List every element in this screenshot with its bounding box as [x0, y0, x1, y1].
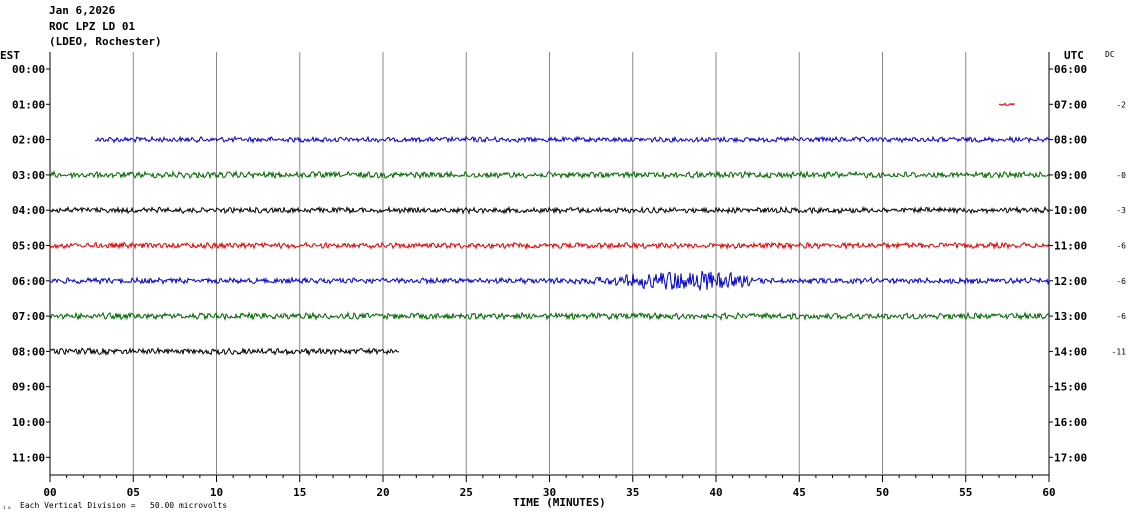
trace-row-3 — [49, 169, 1050, 180]
row-label-utc: 16:00 — [1054, 416, 1087, 429]
row-label-est: 05:00 — [12, 240, 45, 253]
x-axis-title: TIME (MINUTES) — [513, 496, 606, 509]
axis-labels: 00 05 10 15 20 25 30 35 40 45 50 55 60 00:00 06:00 01:0… — [12, 63, 1126, 499]
dc-offset-label: -0 — [1116, 171, 1126, 180]
left-zone-label: EST — [0, 49, 20, 62]
x-tick-label: 05 — [127, 486, 140, 499]
row-label-utc: 14:00 — [1054, 345, 1087, 358]
row-label-est: 00:00 — [12, 63, 45, 76]
date-label: Jan 6,2026 — [49, 4, 116, 17]
dc-header-label: DC — [1105, 50, 1115, 59]
row-label-utc: 17:00 — [1054, 451, 1087, 464]
row-label-utc: 06:00 — [1054, 63, 1087, 76]
dc-offset-label: -3 — [1116, 206, 1126, 215]
trace-row-1 — [998, 102, 1016, 107]
footer-mark: ᵢₛ — [2, 502, 12, 511]
x-tick-label: 35 — [626, 486, 639, 499]
row-label-est: 06:00 — [12, 275, 45, 288]
x-tick-label: 55 — [959, 486, 972, 499]
row-label-est: 11:00 — [12, 451, 45, 464]
division-note: Each Vertical Division = 50.00 microvolt… — [20, 501, 228, 510]
dc-offset-label: -6 — [1116, 277, 1126, 286]
x-tick-label: 30 — [543, 486, 556, 499]
row-label-est: 09:00 — [12, 381, 45, 394]
dc-offset-label: -6 — [1116, 242, 1126, 251]
trace-row-6 — [49, 270, 1050, 291]
x-tick-label: 10 — [210, 486, 223, 499]
traces — [49, 102, 1050, 357]
trace-row-8 — [49, 346, 400, 357]
row-label-est: 01:00 — [12, 98, 45, 111]
row-label-utc: 09:00 — [1054, 169, 1087, 182]
trace-row-5 — [49, 240, 1050, 251]
dc-offset-label: -2 — [1116, 100, 1126, 109]
x-tick-label: 15 — [293, 486, 306, 499]
row-label-utc: 13:00 — [1054, 310, 1087, 323]
x-tick-label: 45 — [793, 486, 806, 499]
row-label-utc: 11:00 — [1054, 240, 1087, 253]
row-label-est: 08:00 — [12, 345, 45, 358]
x-tick-label: 20 — [376, 486, 389, 499]
x-tick-label: 60 — [1042, 486, 1055, 499]
row-label-est: 10:00 — [12, 416, 45, 429]
trace-row-4 — [49, 205, 1050, 215]
x-tick-label: 50 — [876, 486, 889, 499]
dc-offset-label: -6 — [1116, 312, 1126, 321]
x-tick-label: 40 — [709, 486, 722, 499]
trace-row-7 — [49, 311, 1050, 322]
row-label-utc: 12:00 — [1054, 275, 1087, 288]
row-label-est: 03:00 — [12, 169, 45, 182]
row-label-est: 07:00 — [12, 310, 45, 323]
dc-offset-label: -11 — [1112, 347, 1127, 356]
row-label-utc: 07:00 — [1054, 98, 1087, 111]
row-label-est: 04:00 — [12, 204, 45, 217]
x-tick-label: 25 — [460, 486, 473, 499]
station-label: ROC LPZ LD 01 — [49, 20, 136, 33]
x-tick-label: 00 — [43, 486, 56, 499]
row-label-utc: 15:00 — [1054, 381, 1087, 394]
trace-row-2 — [94, 135, 1050, 144]
network-label: (LDEO, Rochester) — [49, 35, 162, 48]
right-zone-label: UTC — [1064, 49, 1084, 62]
row-label-est: 02:00 — [12, 134, 45, 147]
row-label-utc: 10:00 — [1054, 204, 1087, 217]
row-label-utc: 08:00 — [1054, 134, 1087, 147]
grid — [46, 52, 1053, 482]
